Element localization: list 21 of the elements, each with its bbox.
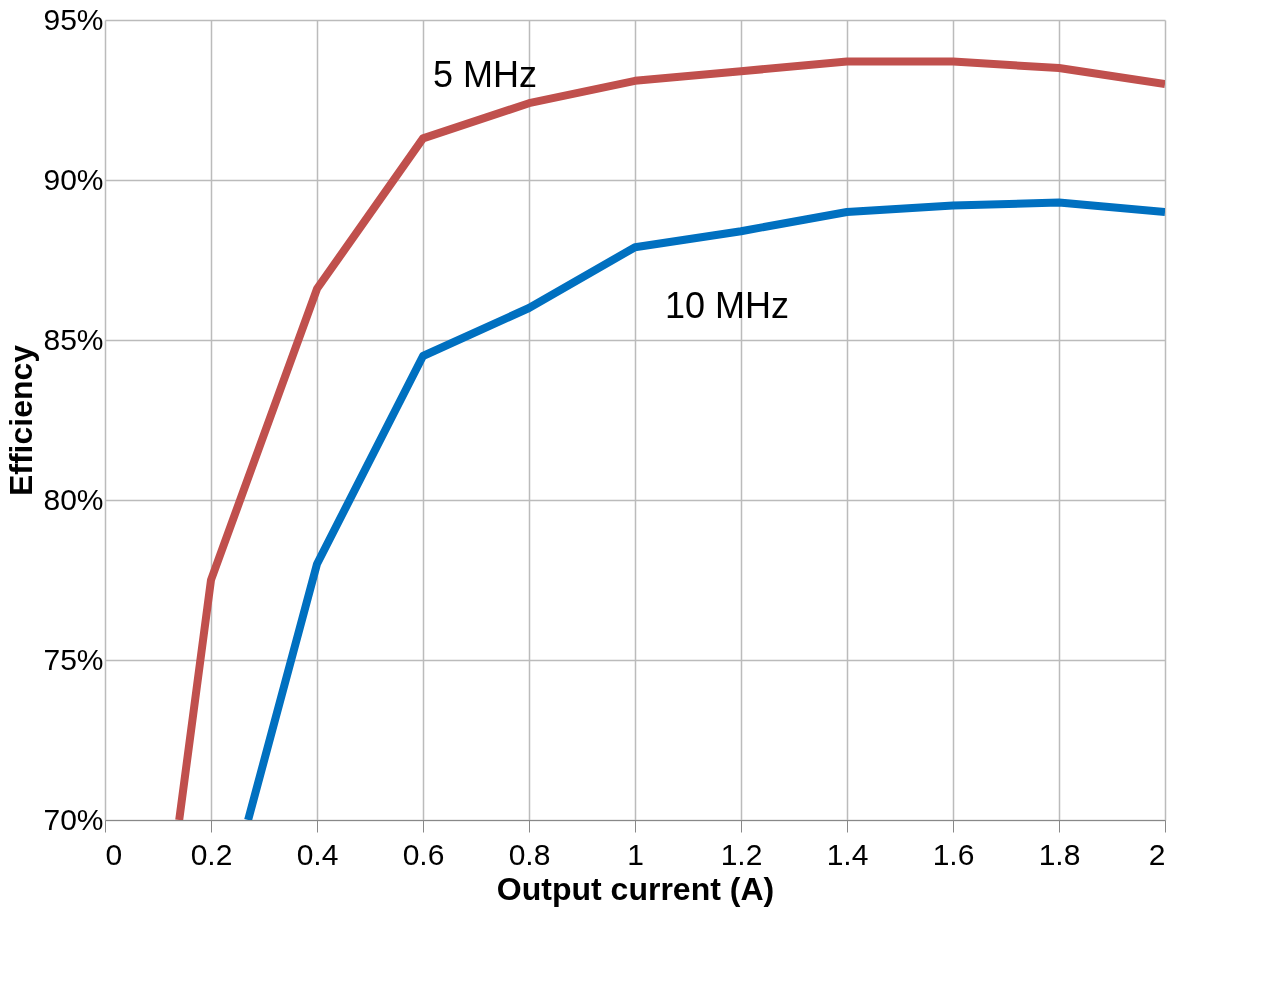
y-tick-label: 95%: [43, 2, 104, 36]
x-tick-label: 0.2: [190, 837, 233, 871]
x-tick-label: 0.4: [296, 837, 339, 871]
y-tick-label: 80%: [43, 482, 104, 516]
x-tick-label: 1.2: [720, 837, 763, 871]
x-tick-label: 1: [627, 837, 644, 871]
y-tick-label: 75%: [43, 642, 104, 676]
series-label: 5 MHz: [433, 54, 538, 96]
x-tick-label: 0.6: [402, 837, 445, 871]
y-axis-title: Efficiency: [3, 344, 40, 497]
x-tick-label: 0.8: [508, 837, 551, 871]
x-tick-label: 1.8: [1038, 837, 1081, 871]
x-tick-label: 0: [105, 837, 123, 871]
series-label: 10 MHz: [665, 285, 790, 327]
y-tick-label: 70%: [43, 802, 104, 836]
x-tick-label: 1.6: [932, 837, 975, 871]
y-tick-label: 85%: [43, 322, 104, 356]
x-tick-label: 1.4: [826, 837, 869, 871]
y-tick-label: 90%: [43, 162, 104, 196]
x-axis-title: Output current (A): [496, 870, 775, 907]
x-tick-label: 2: [1148, 837, 1166, 871]
